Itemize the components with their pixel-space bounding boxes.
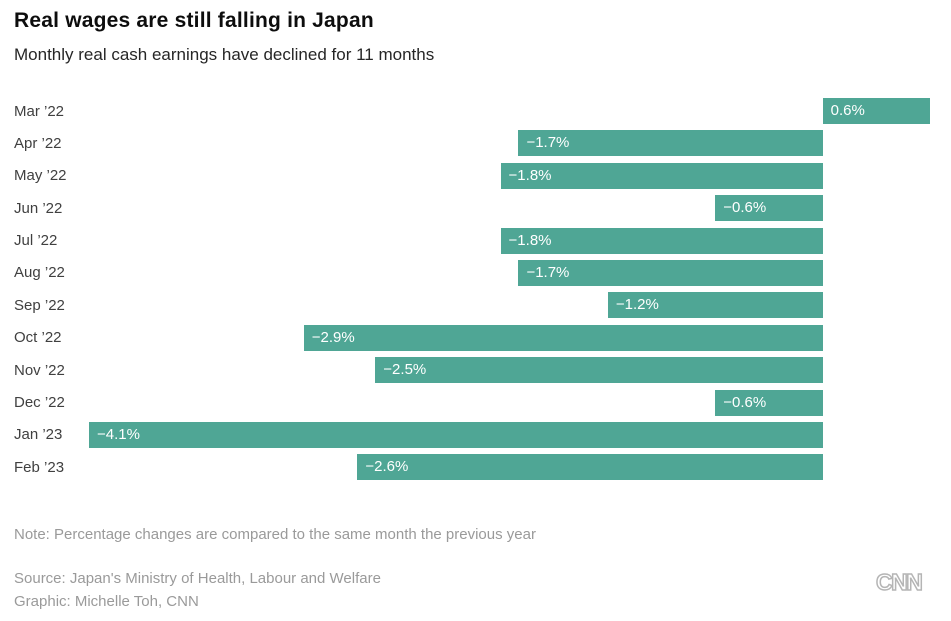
chart-row: Oct ’22 −2.9% bbox=[14, 324, 930, 351]
bar-track: −0.6% bbox=[89, 389, 930, 416]
category-label: Oct ’22 bbox=[14, 329, 62, 347]
category-label: Nov ’22 bbox=[14, 361, 65, 379]
cnn-logo-text: CNN bbox=[876, 569, 922, 595]
category-label: Aug ’22 bbox=[14, 264, 65, 282]
value-label: −1.7% bbox=[526, 263, 570, 281]
credit-text: Graphic: Michelle Toh, CNN bbox=[14, 593, 199, 610]
bar-track: −2.9% bbox=[89, 324, 930, 351]
value-label: −4.1% bbox=[97, 425, 140, 443]
bar-track: −1.2% bbox=[89, 292, 930, 319]
chart-row: Aug ’22 −1.7% bbox=[14, 259, 930, 286]
value-label: −0.6% bbox=[723, 199, 767, 217]
chart-subtitle: Monthly real cash earnings have declined… bbox=[14, 45, 435, 64]
bar-track: −1.8% bbox=[89, 162, 930, 189]
chart-title: Real wages are still falling in Japan bbox=[14, 9, 374, 32]
value-label: −1.8% bbox=[508, 231, 552, 249]
bar-sep-22: −1.2% bbox=[607, 292, 823, 319]
value-label: −2.9% bbox=[311, 328, 355, 346]
bar-apr-22: −1.7% bbox=[518, 130, 823, 157]
category-label: Mar ’22 bbox=[14, 102, 65, 120]
bar-track: −0.6% bbox=[89, 195, 930, 222]
cnn-logo: CNN bbox=[875, 569, 924, 596]
bar-jan-23: −4.1% bbox=[89, 421, 823, 448]
category-label: Apr ’22 bbox=[14, 134, 62, 152]
bar-may-22: −1.8% bbox=[500, 162, 823, 189]
bar-dec-22: −0.6% bbox=[715, 389, 823, 416]
chart-row: Jun ’22 −0.6% bbox=[14, 195, 930, 222]
chart-row: Nov ’22 −2.5% bbox=[14, 357, 930, 384]
bar-mar-22: 0.6% bbox=[822, 98, 930, 124]
bar-chart: Mar ’22 0.6% Apr ’22 −1.7% May ’22 −1.8% Jun ’… bbox=[14, 98, 930, 487]
category-label: Feb ’23 bbox=[14, 458, 65, 476]
bar-track: −1.7% bbox=[89, 130, 930, 157]
bar-track: −1.7% bbox=[89, 259, 930, 286]
chart-row: Feb ’23 −2.6% bbox=[14, 454, 930, 481]
chart-row: Jan ’23 −4.1% bbox=[14, 421, 930, 448]
bar-nov-22: −2.5% bbox=[375, 357, 823, 384]
bar-track: −2.5% bbox=[89, 357, 930, 384]
chart-row: Jul ’22 −1.8% bbox=[14, 227, 930, 254]
bar-track: −1.8% bbox=[89, 227, 930, 254]
bar-jun-22: −0.6% bbox=[715, 195, 823, 222]
value-label: −1.2% bbox=[615, 296, 659, 314]
value-label: −2.5% bbox=[383, 361, 427, 379]
credits-block: Source: Japan's Ministry of Health, Labo… bbox=[14, 567, 381, 613]
source-text: Source: Japan's Ministry of Health, Labo… bbox=[14, 570, 381, 587]
chart-row: Mar ’22 0.6% bbox=[14, 98, 930, 124]
category-label: Jun ’22 bbox=[14, 199, 63, 217]
note-text: Note: Percentage changes are compared to… bbox=[14, 526, 536, 543]
bar-track: −4.1% bbox=[89, 421, 930, 448]
value-label: −1.7% bbox=[526, 134, 570, 152]
category-label: May ’22 bbox=[14, 167, 67, 185]
bar-track: 0.6% bbox=[89, 98, 930, 124]
chart-row: Apr ’22 −1.7% bbox=[14, 130, 930, 157]
bar-feb-23: −2.6% bbox=[357, 454, 823, 481]
bar-oct-22: −2.9% bbox=[303, 324, 823, 351]
bar-aug-22: −1.7% bbox=[518, 259, 823, 286]
chart-row: May ’22 −1.8% bbox=[14, 162, 930, 189]
value-label: 0.6% bbox=[830, 102, 865, 119]
category-label: Sep ’22 bbox=[14, 296, 65, 314]
value-label: −0.6% bbox=[723, 393, 767, 411]
category-label: Jan ’23 bbox=[14, 426, 63, 444]
value-label: −2.6% bbox=[365, 458, 409, 476]
category-label: Jul ’22 bbox=[14, 232, 58, 250]
value-label: −1.8% bbox=[508, 166, 552, 184]
chart-row: Sep ’22 −1.2% bbox=[14, 292, 930, 319]
bar-jul-22: −1.8% bbox=[500, 227, 823, 254]
bar-track: −2.6% bbox=[89, 454, 930, 481]
chart-row: Dec ’22 −0.6% bbox=[14, 389, 930, 416]
category-label: Dec ’22 bbox=[14, 394, 65, 412]
